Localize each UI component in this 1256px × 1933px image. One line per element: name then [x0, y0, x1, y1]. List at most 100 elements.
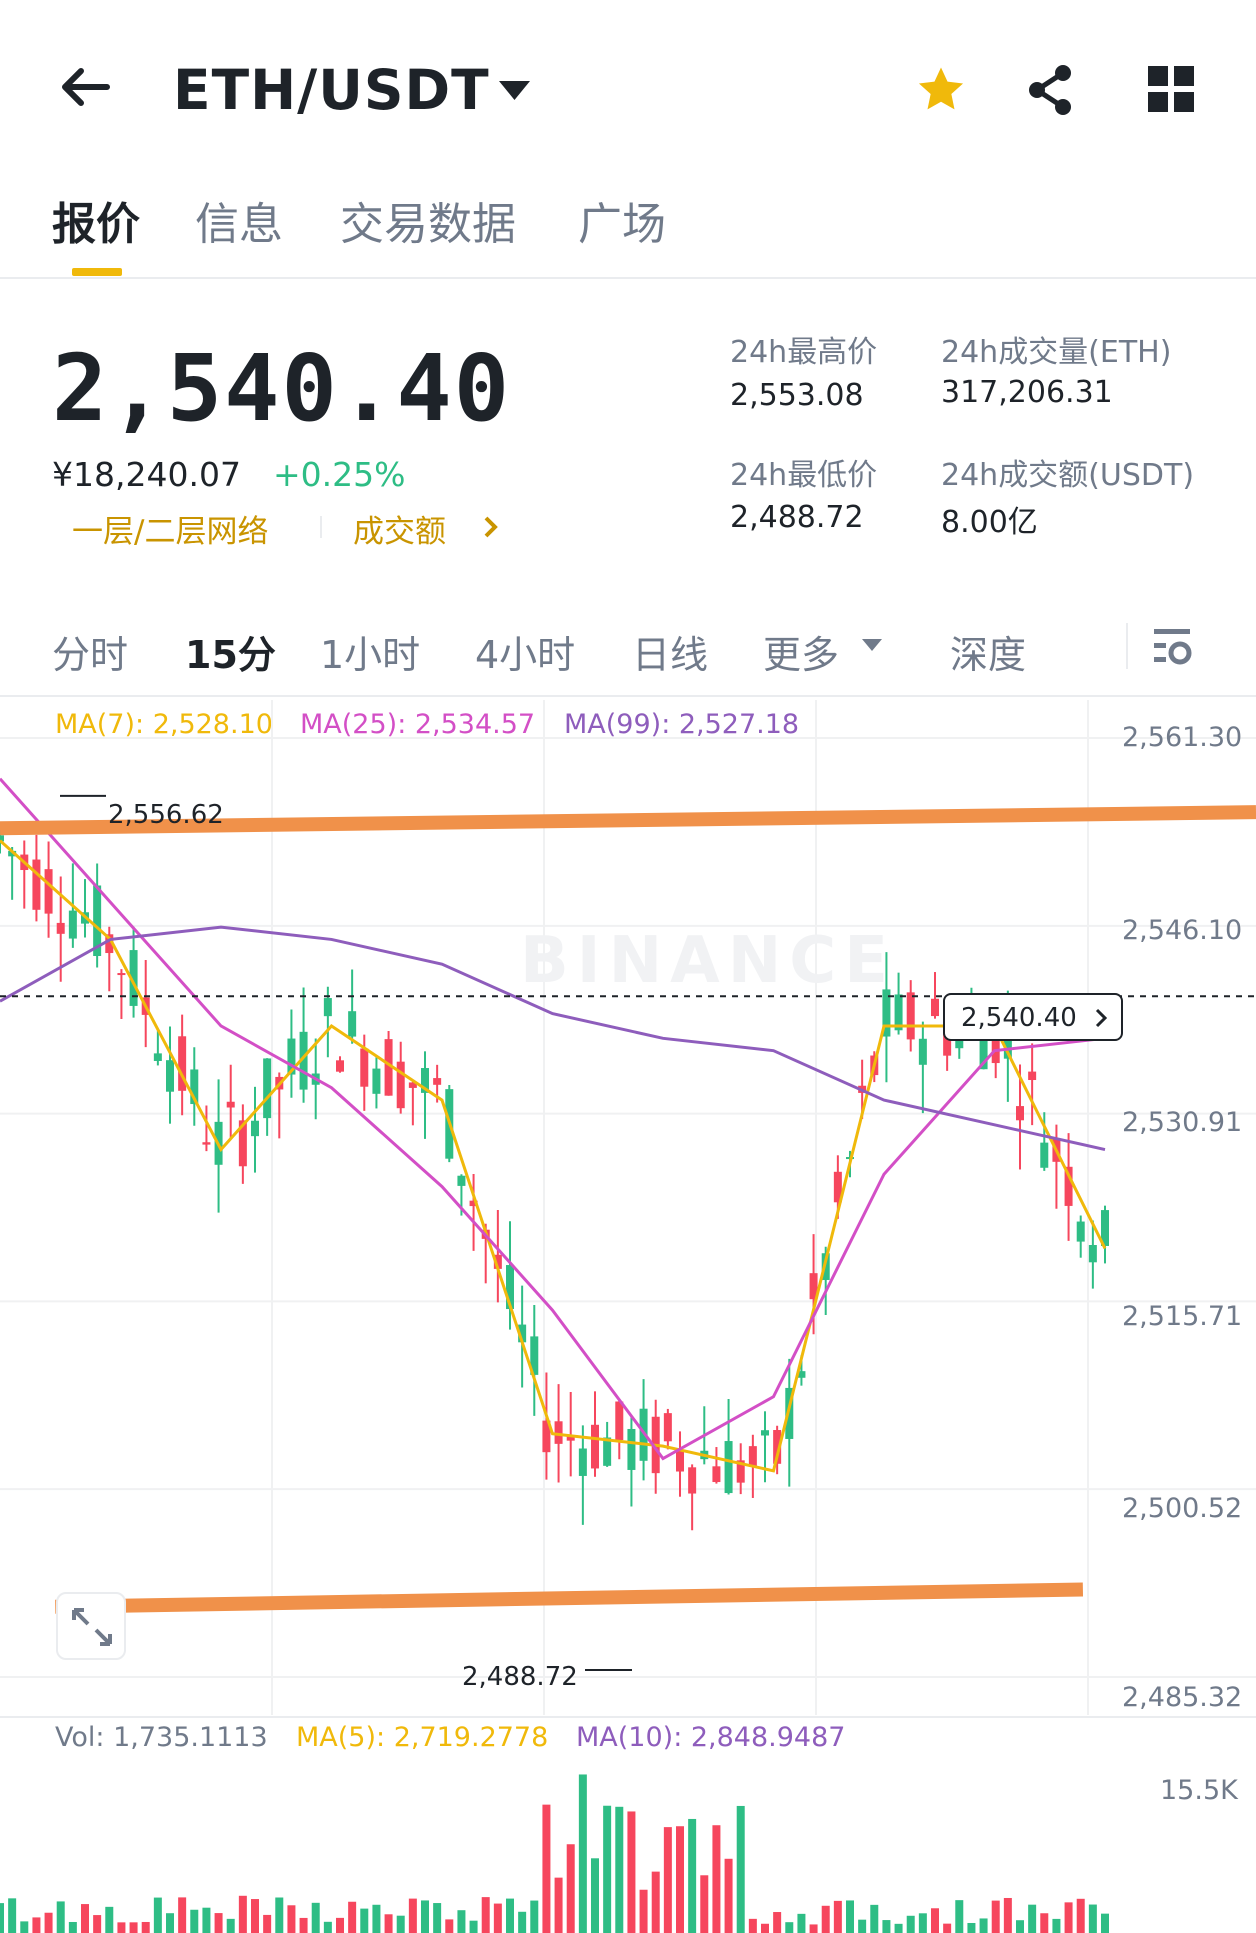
back-button[interactable]: [55, 62, 115, 112]
y-tick-6: 2,485.32: [1122, 1682, 1243, 1713]
volume-bar: [676, 1826, 684, 1933]
tf-4h[interactable]: 4小时: [475, 633, 576, 677]
ma99-line: [0, 925, 1106, 1152]
candle-body: [0, 835, 4, 842]
candle-body: [1088, 1245, 1097, 1263]
volume-bar: [323, 1921, 332, 1933]
share-icon: [1029, 65, 1071, 115]
volume-bar: [81, 1904, 89, 1933]
layout-menu-button[interactable]: [1146, 64, 1196, 114]
volume-bar: [530, 1900, 539, 1933]
tab-square[interactable]: 广场: [578, 199, 666, 250]
volume-bar: [469, 1920, 478, 1933]
volume-bar: [238, 1895, 247, 1933]
watermark: BINANCE: [520, 924, 896, 998]
volume-bar: [421, 1900, 429, 1933]
candle-body: [93, 885, 102, 957]
high-marker-label: 2,556.62: [108, 800, 224, 830]
volume-bar: [190, 1909, 199, 1933]
candle-body: [299, 1031, 308, 1090]
favorite-button[interactable]: [913, 63, 969, 117]
volume-bar: [56, 1901, 65, 1933]
high-value: 2,553.08: [730, 378, 864, 413]
tf-1d[interactable]: 日线: [632, 633, 709, 677]
more-caret-icon[interactable]: [860, 637, 884, 653]
low-label: 24h最低价: [730, 458, 878, 493]
candle-body: [8, 850, 17, 857]
tab-trading-data[interactable]: 交易数据: [340, 199, 516, 250]
expand-chart-button[interactable]: [56, 1592, 126, 1660]
candle-body: [153, 1053, 162, 1061]
tf-depth[interactable]: 深度: [950, 633, 1027, 677]
candle-body: [724, 1441, 733, 1494]
tf-divider: [1126, 623, 1128, 669]
volume-bar: [833, 1900, 842, 1933]
pair-dropdown[interactable]: [497, 78, 532, 103]
volume-bar: [166, 1913, 174, 1933]
candlestick-chart[interactable]: BINANCE: [0, 700, 1256, 1720]
candle-body: [384, 1039, 393, 1096]
candle-body: [56, 922, 65, 934]
candle-body: [615, 1401, 624, 1441]
candle-body: [882, 989, 891, 1037]
volume-bar: [627, 1811, 636, 1933]
volume-bar: [809, 1924, 818, 1933]
candle-body: [360, 1048, 369, 1087]
volume-link[interactable]: 成交额: [353, 514, 446, 550]
chart-settings-button[interactable]: [1150, 625, 1196, 669]
candle-body: [578, 1448, 587, 1476]
vol-ma10-label: MA(10): 2,848.9487: [576, 1722, 846, 1753]
volume-bar: [408, 1898, 417, 1933]
price-change: +0.25%: [273, 455, 406, 494]
expand-icon: [72, 1608, 112, 1646]
vol-tick: 15.5K: [1160, 1775, 1238, 1806]
chevron-right-icon[interactable]: [482, 515, 500, 539]
vol-usdt-value: 8.00亿: [941, 505, 1038, 540]
candle-body: [663, 1413, 672, 1442]
tf-15m[interactable]: 15分: [185, 633, 276, 677]
vol-eth-value: 317,206.31: [941, 375, 1113, 410]
current-price-tag[interactable]: 2,540.40: [943, 993, 1123, 1041]
candle-body: [1028, 1071, 1037, 1081]
annotation-line: [55, 1582, 1084, 1614]
tf-1h[interactable]: 1小时: [320, 633, 421, 677]
volume-bar: [117, 1922, 126, 1933]
volume-bar: [858, 1919, 867, 1933]
candle-body: [493, 1254, 502, 1269]
pair-title[interactable]: ETH/USDT: [173, 58, 490, 122]
volume-bar: [906, 1915, 915, 1933]
network-link[interactable]: 一层/二层网络: [72, 514, 269, 550]
volume-bar: [493, 1903, 502, 1933]
volume-bar: [1040, 1913, 1049, 1933]
volume-bar: [943, 1923, 952, 1933]
candle-body: [676, 1451, 684, 1472]
candle-body: [372, 1068, 381, 1094]
volume-bar: [433, 1903, 442, 1933]
volume-bar: [506, 1898, 514, 1933]
volume-bar: [955, 1900, 964, 1933]
volume-bar: [105, 1906, 114, 1933]
volume-bar: [846, 1900, 854, 1933]
volume-bar: [603, 1805, 612, 1933]
candle-body: [178, 1036, 187, 1091]
volume-bar: [275, 1897, 284, 1933]
volume-bar: [32, 1917, 41, 1933]
y-tick-4: 2,515.71: [1122, 1301, 1243, 1332]
candle-body: [105, 934, 114, 954]
volume-bar: [348, 1901, 357, 1933]
tab-quote[interactable]: 报价: [52, 199, 140, 250]
tf-time[interactable]: 分时: [52, 633, 129, 677]
candle-body: [530, 1336, 539, 1375]
volume-bar: [797, 1913, 806, 1933]
share-button[interactable]: [1025, 63, 1077, 117]
candle-body: [129, 950, 138, 1006]
low-value: 2,488.72: [730, 500, 864, 535]
volume-bar: [1076, 1898, 1085, 1933]
vol-ma5-label: MA(5): 2,719.2778: [296, 1722, 549, 1753]
tf-more[interactable]: 更多: [763, 633, 840, 677]
candle-body: [748, 1446, 757, 1467]
ma25-label: MA(25): 2,534.57: [300, 709, 536, 740]
ma99-label: MA(99): 2,527.18: [564, 709, 800, 740]
tab-info[interactable]: 信息: [195, 199, 283, 250]
candle-body: [518, 1324, 527, 1343]
